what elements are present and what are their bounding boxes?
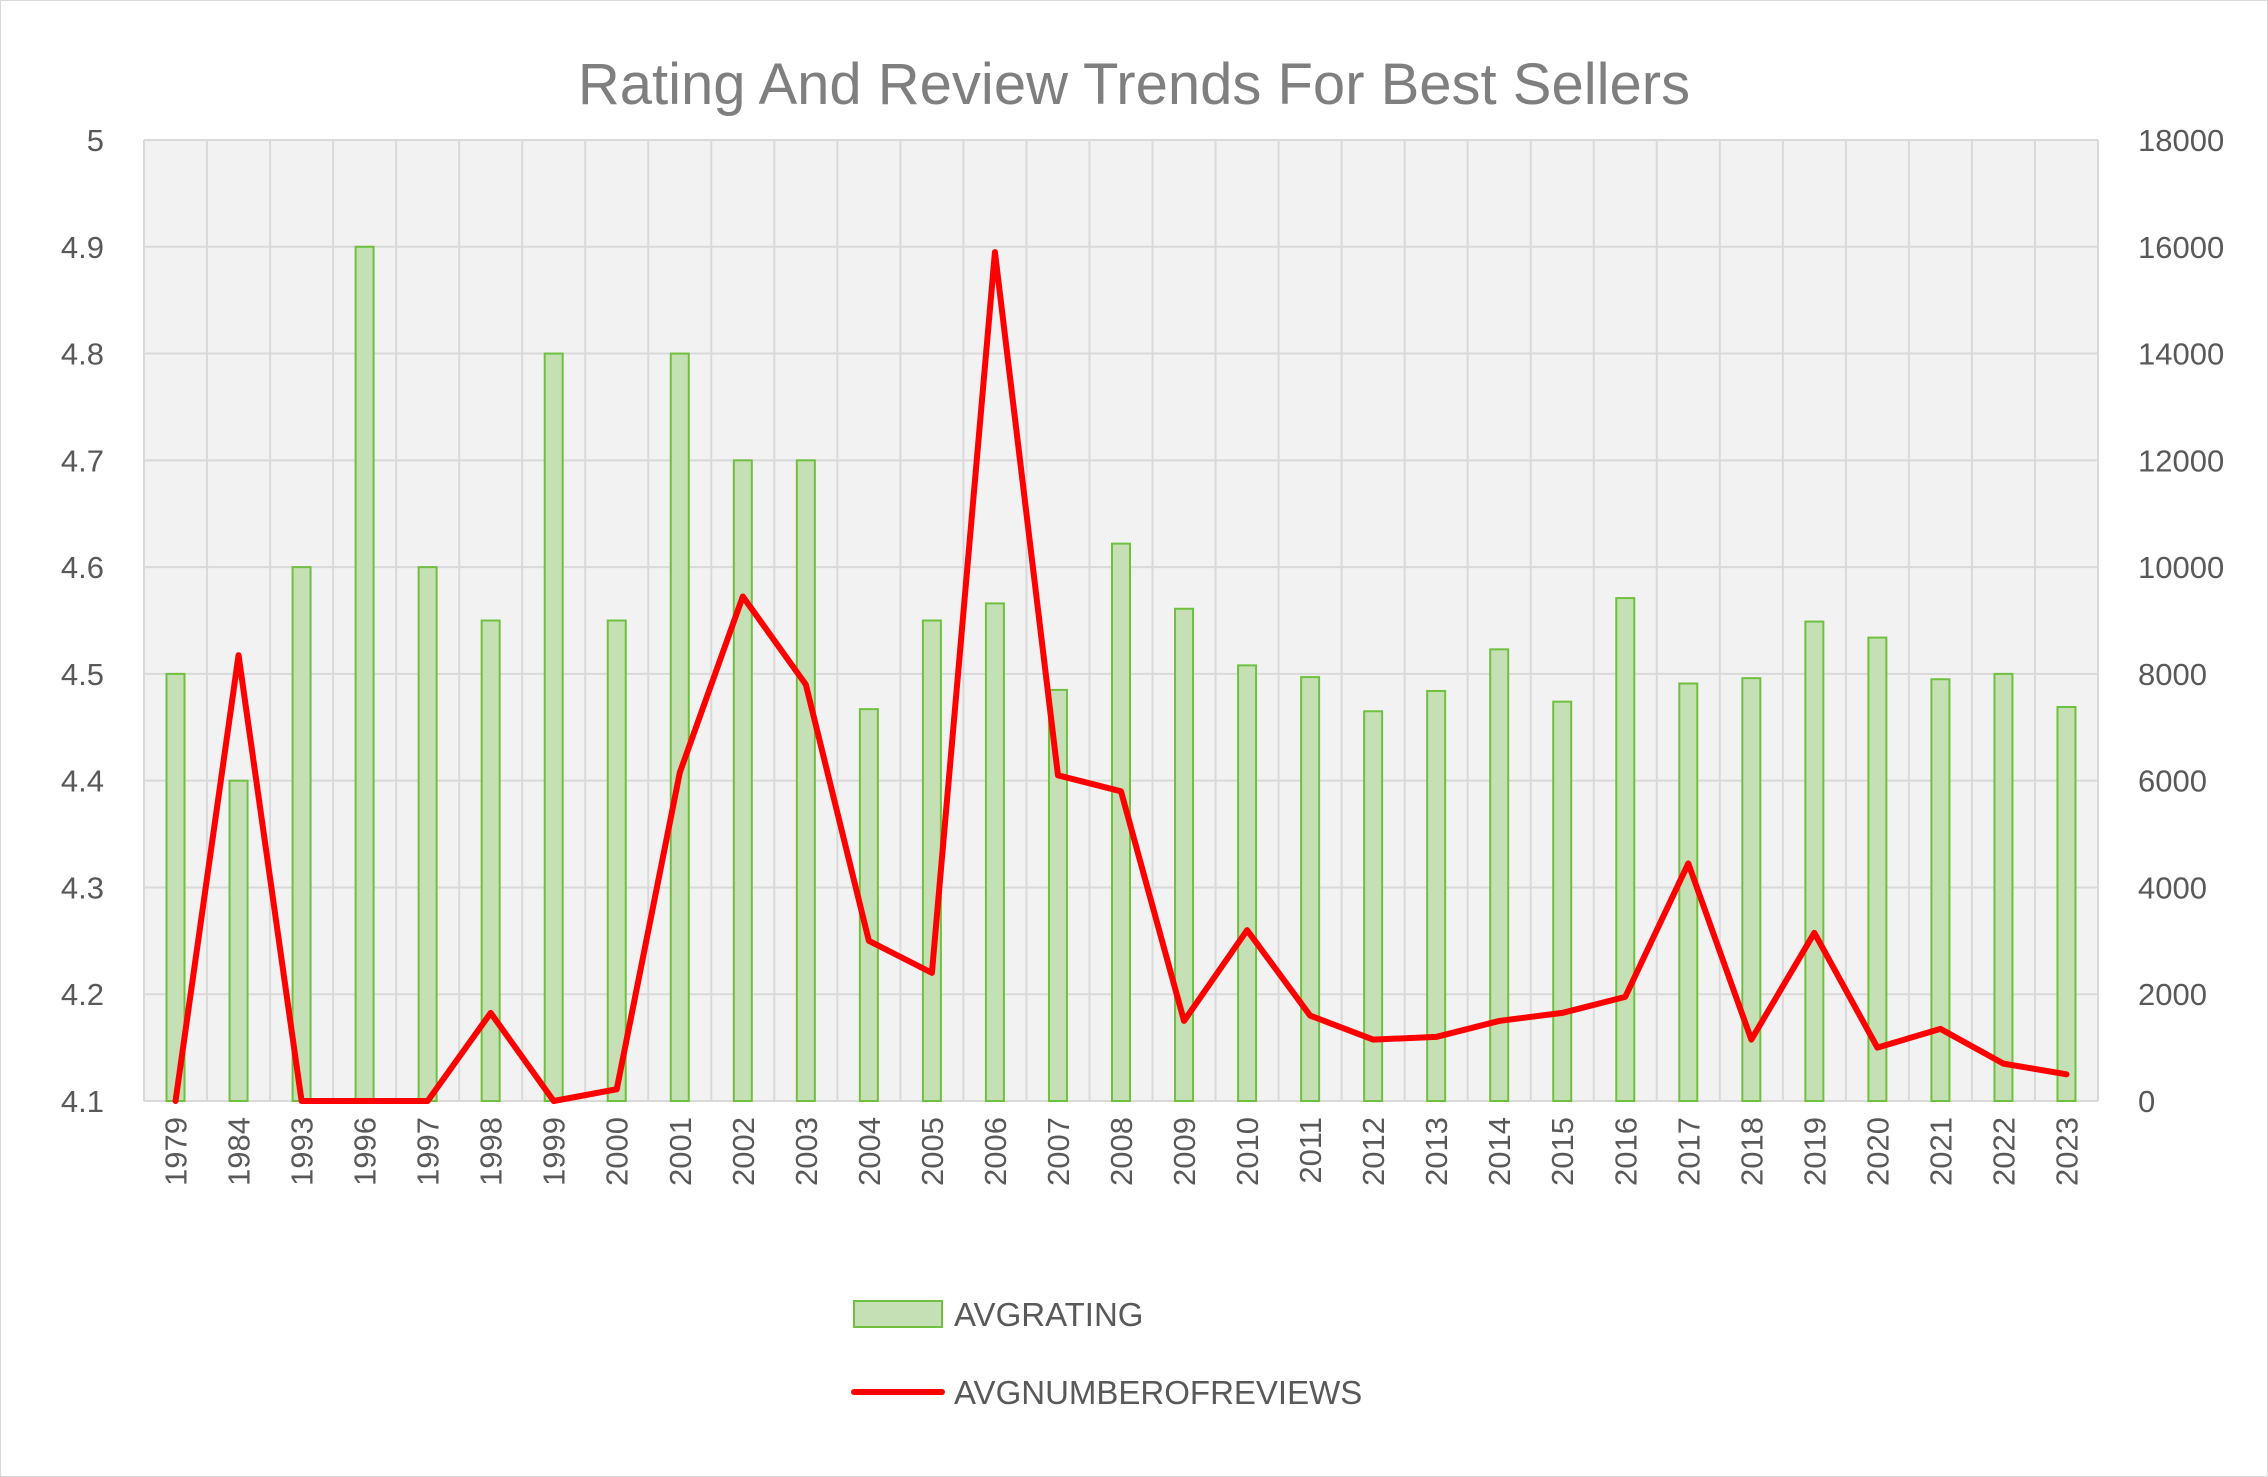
y-left-tick-label: 4.1 [61, 1084, 104, 1119]
bar-2003 [795, 459, 816, 1103]
y-right-tick-label: 10000 [2138, 550, 2224, 585]
legend: AVGRATING AVGNUMBEROFREVIEWS [851, 1296, 1362, 1411]
y-left-tick-label: 4.6 [61, 550, 104, 585]
bar-2019 [1804, 620, 1825, 1102]
legend-swatch-avgrating [853, 1300, 943, 1328]
x-tick-label-2010: 2010 [1230, 1117, 1265, 1186]
x-tick-label-2005: 2005 [915, 1117, 950, 1186]
bar-2012 [1363, 710, 1384, 1102]
bar-1998 [480, 619, 501, 1102]
bar-2014 [1489, 648, 1510, 1103]
x-tick-label-1998: 1998 [474, 1117, 509, 1186]
x-tick-label-1993: 1993 [285, 1117, 320, 1186]
x-tick-label-1984: 1984 [222, 1117, 257, 1186]
x-tick-label-2021: 2021 [1923, 1117, 1958, 1186]
bar-1984 [228, 779, 249, 1103]
bar-1997 [417, 566, 438, 1102]
y-right-tick-label: 6000 [2138, 764, 2207, 799]
y-right-tick-label: 18000 [2138, 123, 2224, 158]
bar-2018 [1741, 677, 1762, 1102]
x-tick-label-2013: 2013 [1419, 1117, 1454, 1186]
x-tick-label-2015: 2015 [1545, 1117, 1580, 1186]
y-left-tick-label: 4.4 [61, 764, 104, 799]
x-tick-label-2007: 2007 [1041, 1117, 1076, 1186]
y-left-tick-label: 4.3 [61, 870, 104, 905]
y-right-tick-label: 4000 [2138, 870, 2207, 905]
x-tick-label-1997: 1997 [411, 1117, 446, 1186]
y-left-tick-label: 4.2 [61, 977, 104, 1012]
x-tick-label-2012: 2012 [1356, 1117, 1391, 1186]
bar-2013 [1426, 689, 1447, 1102]
bar-2021 [1930, 678, 1951, 1102]
x-tick-label-1996: 1996 [348, 1117, 383, 1186]
y-left-tick-label: 4.7 [61, 443, 104, 478]
bar-2020 [1867, 636, 1888, 1103]
y-right-tick-label: 16000 [2138, 230, 2224, 265]
plot-area: 4.1 4.2 4.3 4.4 4.5 4.6 4.7 4.8 4.9 5 0 2000 4000 600… [61, 123, 2224, 1186]
bar-2015 [1552, 700, 1573, 1102]
x-tick-label-2011: 2011 [1293, 1117, 1328, 1184]
y-left-tick-label: 4.5 [61, 657, 104, 692]
y-right-tick-label: 12000 [2138, 443, 2224, 478]
x-tick-label-2023: 2023 [2049, 1117, 2084, 1186]
y-right-tick-label: 2000 [2138, 977, 2207, 1012]
x-tick-label-2006: 2006 [978, 1117, 1013, 1186]
legend-label-avgrating: AVGRATING [954, 1296, 1143, 1333]
bar-2007 [1047, 688, 1068, 1103]
y-left-tick-label: 4.8 [61, 337, 104, 372]
bar-1993 [291, 566, 312, 1102]
y-right-tick-label: 14000 [2138, 337, 2224, 372]
bar-2010 [1237, 664, 1258, 1102]
x-tick-label-1979: 1979 [159, 1117, 194, 1186]
bar-2006 [984, 602, 1005, 1102]
bar-2009 [1174, 607, 1195, 1102]
y-left-tick-label: 5 [87, 123, 104, 158]
x-tick-label-1999: 1999 [537, 1117, 572, 1186]
x-tick-label-2000: 2000 [600, 1117, 635, 1186]
x-tick-label-2004: 2004 [852, 1117, 887, 1186]
x-tick-label-2017: 2017 [1671, 1117, 1706, 1186]
x-tick-label-2020: 2020 [1860, 1117, 1895, 1186]
y-right-tick-label: 8000 [2138, 657, 2207, 692]
x-tick-label-2016: 2016 [1608, 1117, 1643, 1186]
bar-2023 [2056, 705, 2077, 1102]
bar-1996 [354, 245, 375, 1102]
legend-label-avgnumberofreviews: AVGNUMBEROFREVIEWS [954, 1374, 1362, 1411]
x-tick-label-2018: 2018 [1734, 1117, 1769, 1186]
y-right-tick-label: 0 [2138, 1084, 2155, 1119]
bar-2001 [669, 352, 690, 1102]
x-tick-label-2014: 2014 [1482, 1117, 1517, 1186]
x-tick-label-2002: 2002 [726, 1117, 761, 1186]
x-tick-label-2003: 2003 [789, 1117, 824, 1186]
x-tick-label-2001: 2001 [663, 1117, 698, 1186]
x-tick-label-2022: 2022 [1986, 1117, 2021, 1186]
x-tick-label-2019: 2019 [1797, 1117, 1832, 1186]
bar-2000 [606, 619, 627, 1102]
bar-1999 [543, 352, 564, 1102]
bar-2011 [1300, 676, 1321, 1102]
x-tick-label-2008: 2008 [1104, 1117, 1139, 1186]
bar-2002 [732, 459, 753, 1103]
bar-2016 [1615, 597, 1636, 1102]
bar-2005 [921, 619, 942, 1102]
bar-2022 [1993, 672, 2014, 1103]
x-tick-label-2009: 2009 [1167, 1117, 1202, 1186]
y-left-tick-label: 4.9 [61, 230, 104, 265]
chart-title: Rating And Review Trends For Best Seller… [578, 52, 1690, 117]
bar-2017 [1678, 682, 1699, 1102]
